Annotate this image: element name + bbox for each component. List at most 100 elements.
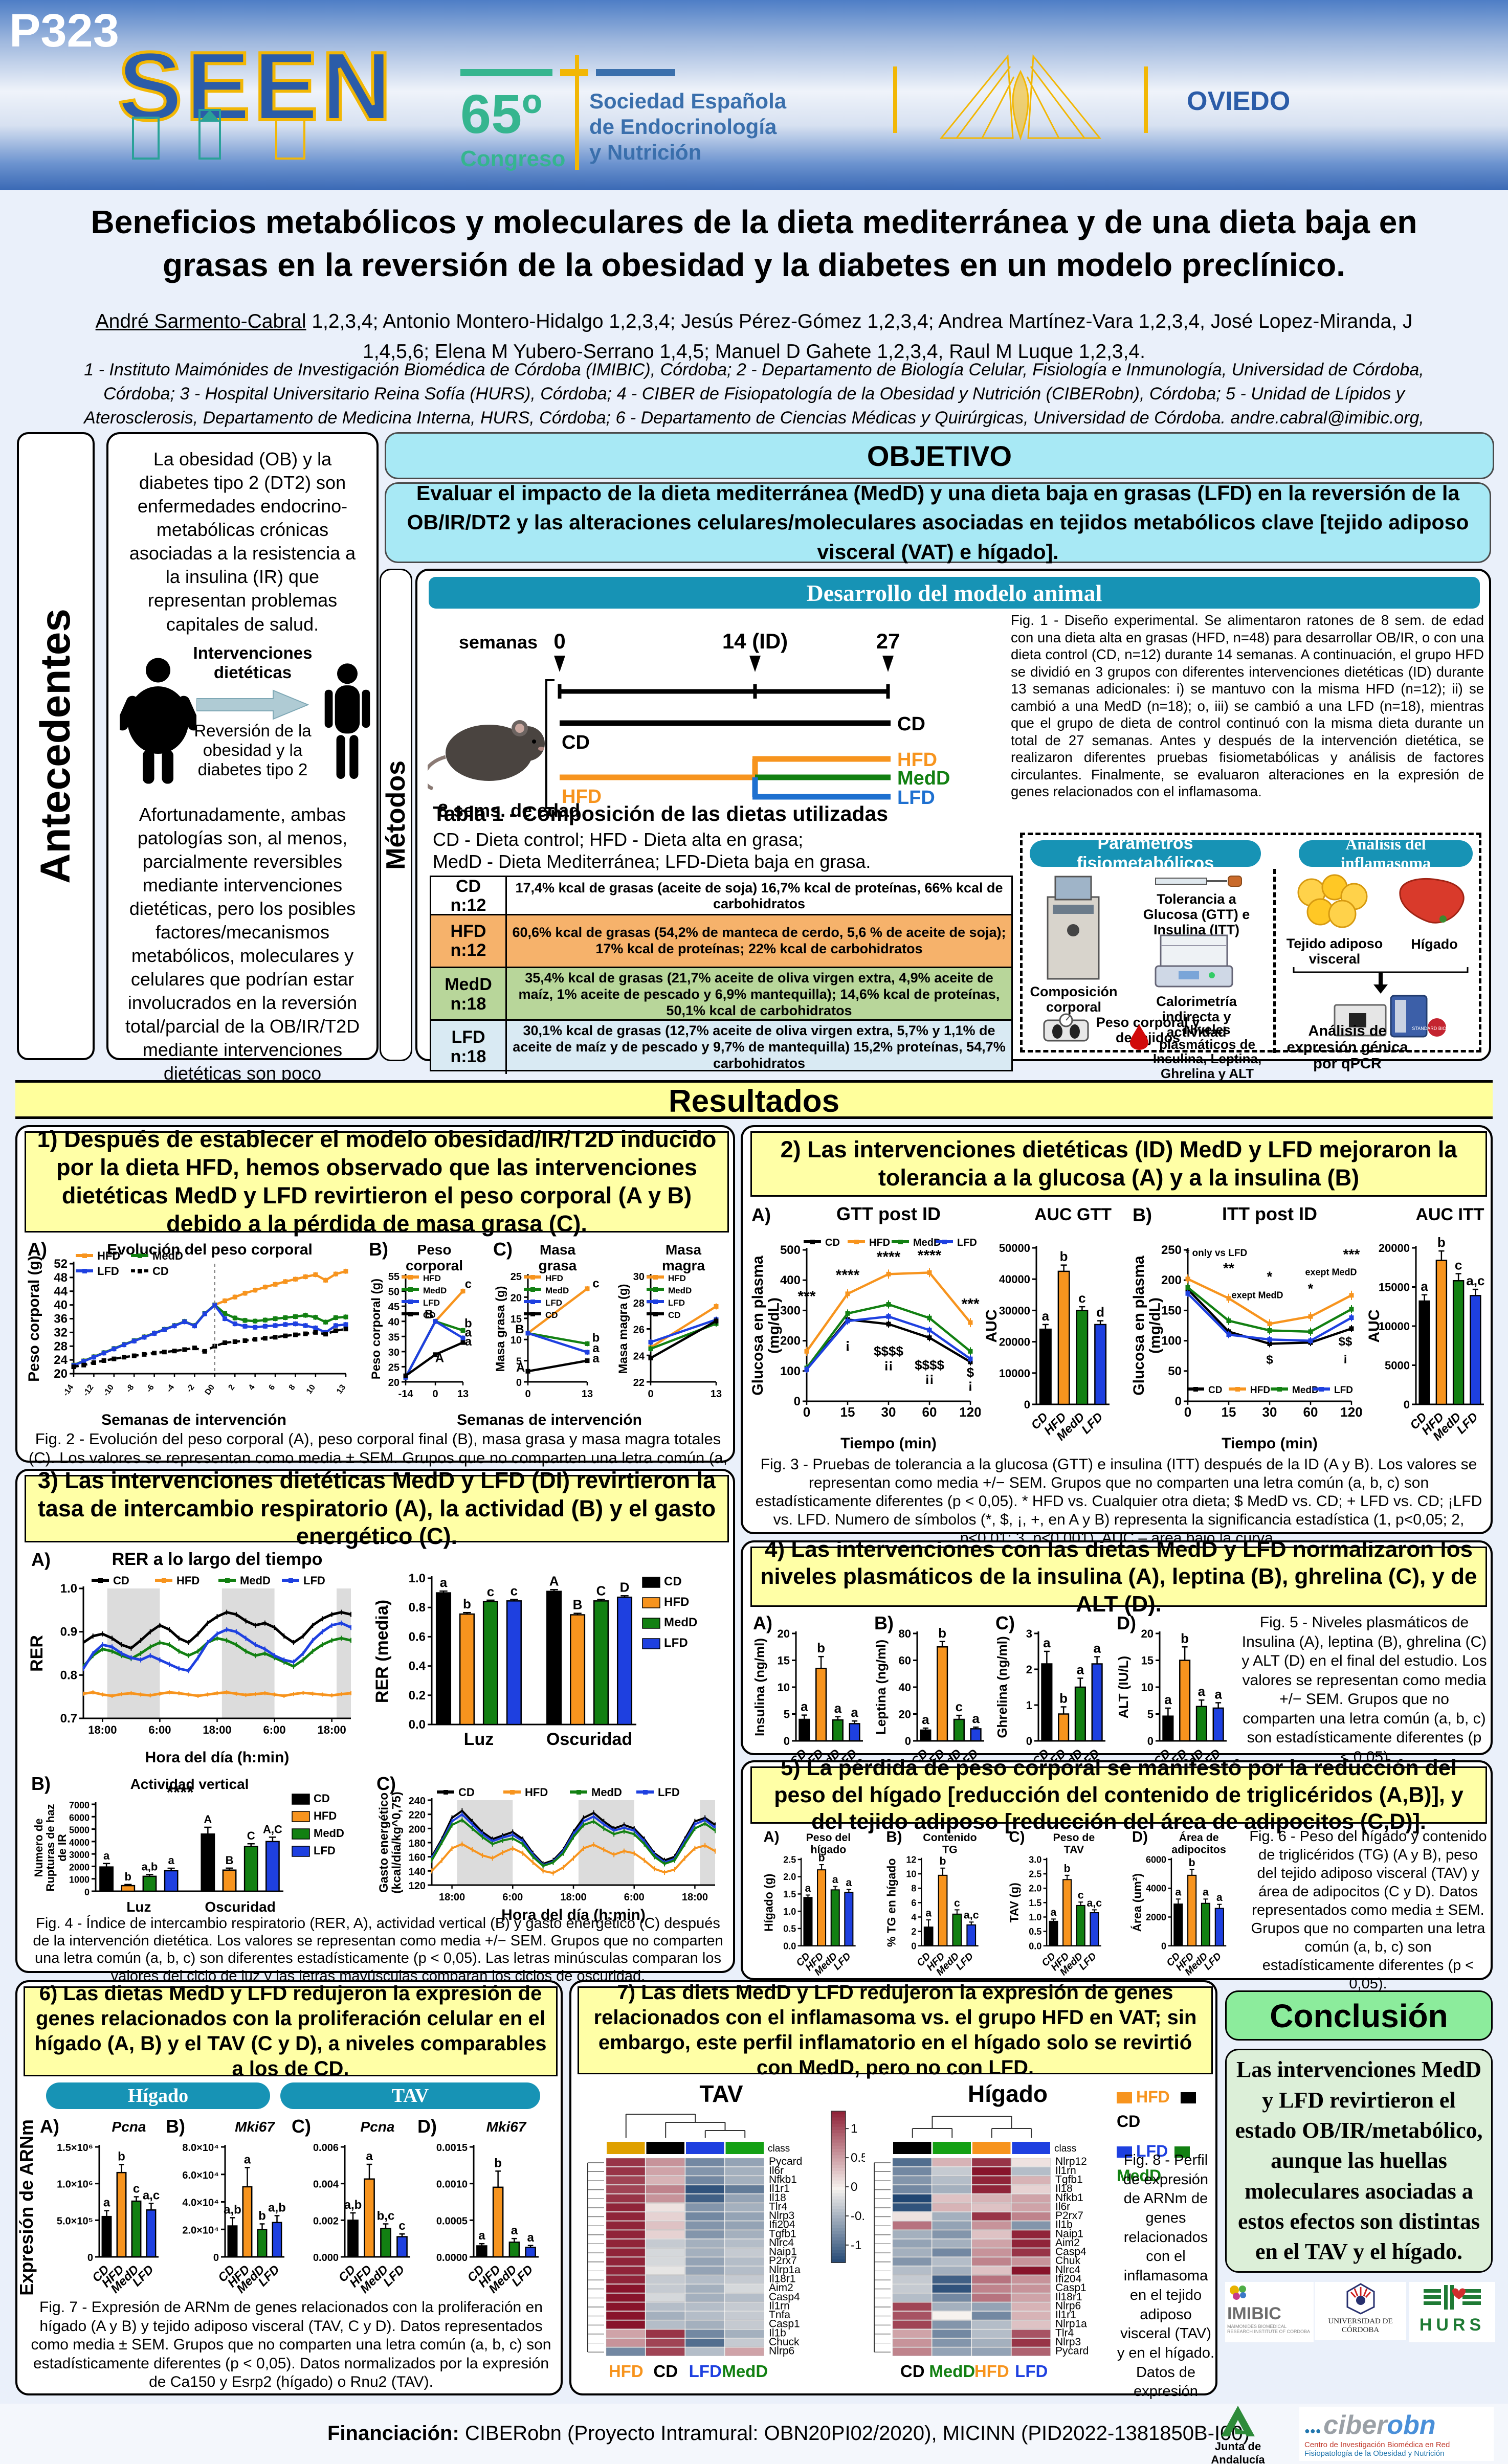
fig4-caption: Fig. 4 - Índice de intercambio respirato…	[33, 1915, 723, 1984]
svg-text:a: a	[527, 2231, 534, 2245]
conclusion-banner: Conclusión	[1225, 1990, 1493, 2041]
svg-text:40: 40	[899, 1681, 911, 1694]
svg-text:20000: 20000	[999, 1336, 1030, 1349]
svg-text:TAV (g): TAV (g)	[1007, 1883, 1021, 1922]
svg-text:D: D	[620, 1579, 630, 1595]
svg-text:Ifi204: Ifi204	[1055, 2273, 1082, 2285]
svg-text:240: 240	[409, 1796, 426, 1807]
cd-swatch	[1180, 2092, 1196, 2103]
section4-header: 4) Las intervenciones con las dietas Med…	[750, 1537, 1487, 1617]
svg-text:exept MedD: exept MedD	[1231, 1290, 1283, 1301]
svg-text:d: d	[1096, 1305, 1104, 1320]
animal-model-header: Desarrollo del modelo animal	[429, 577, 1480, 609]
svg-text:D): D)	[1132, 1829, 1148, 1846]
svg-text:HFD: HFD	[97, 1249, 120, 1262]
svg-text:Oscuridad: Oscuridad	[546, 1730, 632, 1749]
svg-text:-2: -2	[185, 1383, 196, 1394]
svg-text:class: class	[768, 2143, 790, 2154]
svg-text:a: a	[168, 1854, 175, 1867]
svg-text:5000: 5000	[69, 1825, 90, 1835]
svg-text:a: a	[922, 1712, 929, 1727]
svg-text:Área (um²): Área (um²)	[1130, 1873, 1144, 1932]
svg-text:20: 20	[511, 1292, 522, 1304]
svg-text:6:00: 6:00	[502, 1892, 523, 1903]
svg-text:a: a	[592, 1352, 600, 1365]
svg-text:a,c: a,c	[143, 2188, 160, 2202]
svg-text:Tlr4: Tlr4	[1055, 2327, 1074, 2339]
svg-text:Tiempo (min): Tiempo (min)	[840, 1435, 937, 1452]
svg-text:c: c	[465, 1278, 472, 1291]
svg-text:a: a	[846, 1876, 852, 1889]
svg-text:A): A)	[31, 1549, 51, 1570]
gtt-itt-label: Tolerancia a Glucosa (GTT) e Insulina (I…	[1143, 891, 1250, 938]
antecedentes-label-box: Antecedentes	[17, 432, 95, 1060]
objetivo-banner: OBJETIVO	[385, 432, 1494, 479]
svg-text:Leptina (ng/ml): Leptina (ng/ml)	[873, 1640, 889, 1735]
svg-text:B: B	[425, 1308, 433, 1321]
svg-text:0.4: 0.4	[409, 1660, 426, 1673]
section7-header: 7) Las diets MedD y LFD redujeron la exp…	[578, 1981, 1213, 2079]
svg-text:b: b	[938, 1625, 946, 1641]
svg-text:13: 13	[457, 1388, 469, 1400]
svg-text:Pycard: Pycard	[769, 2156, 802, 2167]
svg-text:ITT post ID: ITT post ID	[1222, 1203, 1317, 1224]
conclusion-text: Las intervenciones MedD y LFD revirtiero…	[1225, 2049, 1493, 2273]
svg-text:20: 20	[388, 1377, 400, 1388]
svg-text:2.5: 2.5	[783, 1854, 796, 1865]
svg-text:Masa: Masa	[540, 1242, 575, 1258]
svg-text:24: 24	[54, 1353, 68, 1367]
svg-text:Ifi204: Ifi204	[769, 2219, 795, 2231]
svg-text:CD: CD	[668, 1310, 681, 1320]
svg-text:Tlr4: Tlr4	[769, 2201, 787, 2212]
svg-text:Aim2: Aim2	[769, 2282, 793, 2294]
svg-text:80: 80	[899, 1627, 911, 1640]
svg-text:Masa magra (g): Masa magra (g)	[616, 1284, 630, 1374]
objetivo-text: Evaluar el impacto de la dieta mediterrá…	[385, 481, 1491, 564]
svg-text:¡: ¡	[968, 1376, 973, 1392]
liver-icon	[1399, 878, 1465, 924]
svg-text:a: a	[244, 2153, 251, 2166]
antecedentes-text-2: Afortunadamente, ambas patologías son, a…	[125, 803, 360, 1108]
plasma-levels-label: Niveles plasmáticos de Insulina, Leptina…	[1152, 1022, 1262, 1081]
chart-pcna-liver: Pcna A) 0 5.0×10⁵ 1.0×10⁶ 1.5×10⁶ a CD b HFD c MedD…	[39, 2114, 162, 2296]
junta-triangle-icon	[1221, 2406, 1255, 2436]
svg-text:a: a	[805, 1882, 811, 1894]
svg-text:6:00: 6:00	[148, 1723, 171, 1736]
svg-text:CD: CD	[152, 1265, 169, 1278]
svg-text:40000: 40000	[999, 1273, 1030, 1286]
svg-text:A): A)	[28, 1239, 47, 1260]
svg-text:hígado: hígado	[811, 1843, 847, 1855]
svg-text:LFD: LFD	[1454, 1410, 1481, 1437]
svg-text:Nlrp6: Nlrp6	[769, 2345, 794, 2357]
svg-text:Il18r1: Il18r1	[1055, 2291, 1082, 2303]
svg-text:2.0: 2.0	[1029, 1884, 1041, 1894]
svg-text:a: a	[1203, 1886, 1209, 1898]
svg-text:160: 160	[409, 1852, 426, 1864]
svg-text:30: 30	[1262, 1404, 1277, 1420]
svg-text:AUC GTT: AUC GTT	[1034, 1205, 1112, 1224]
svg-text:0.0005: 0.0005	[436, 2215, 468, 2227]
svg-text:1.0: 1.0	[60, 1582, 77, 1596]
svg-text:5: 5	[1147, 1708, 1154, 1721]
svg-text:Insulina (ng/ml): Insulina (ng/ml)	[752, 1638, 767, 1736]
svg-text:HFD: HFD	[545, 1273, 563, 1283]
svg-text:*: *	[1308, 1281, 1314, 1296]
svg-text:3.0: 3.0	[1029, 1854, 1041, 1865]
svg-text:6: 6	[267, 1383, 277, 1392]
obese-person-icon	[120, 658, 196, 784]
svg-text:magra: magra	[662, 1258, 705, 1273]
heatmap-tav: TAV class Pycard Il6r Nfkb1 Il1r1 Il18 Tlr4 Nlrp…	[581, 2080, 826, 2387]
svg-text:-4: -4	[165, 1383, 176, 1394]
svg-text:HFD: HFD	[314, 1809, 337, 1822]
poster-title: Beneficios metabólicos y moleculares de …	[91, 204, 1417, 284]
hurs-logo: HURS	[1409, 2282, 1495, 2342]
chart-auc-itt: AUC ITT 0 5000 10000 15000 20000 AUC a CD b HFD c Me…	[1366, 1203, 1487, 1453]
svg-text:-0.5: -0.5	[851, 2209, 865, 2223]
svg-text:ALT (IU/L): ALT (IU/L)	[1116, 1656, 1131, 1718]
svg-text:60: 60	[1303, 1404, 1318, 1420]
chart-vertical-activity: Actividad vertical B) 0 1000 2000 3000 4000 500…	[30, 1772, 360, 1925]
svg-text:C: C	[247, 1829, 255, 1842]
svg-text:Peso: Peso	[417, 1242, 452, 1258]
svg-text:Il18: Il18	[1055, 2183, 1073, 2194]
svg-text:1000: 1000	[69, 1875, 90, 1885]
